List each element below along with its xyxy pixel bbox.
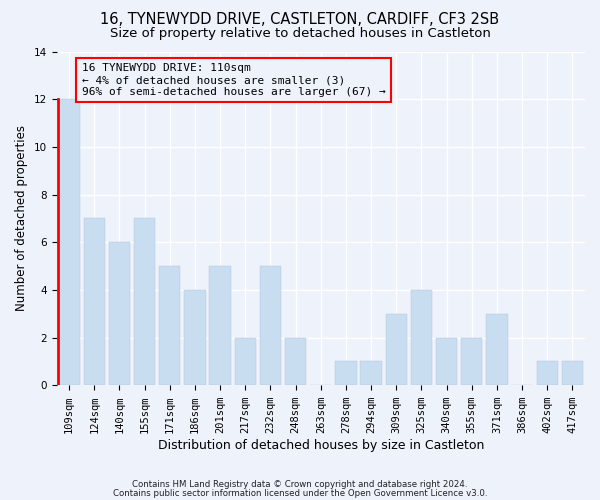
Y-axis label: Number of detached properties: Number of detached properties <box>15 126 28 312</box>
Bar <box>134 218 155 386</box>
Bar <box>260 266 281 386</box>
Bar <box>486 314 508 386</box>
Text: Contains HM Land Registry data © Crown copyright and database right 2024.: Contains HM Land Registry data © Crown c… <box>132 480 468 489</box>
Bar <box>361 362 382 386</box>
Bar <box>58 99 80 386</box>
X-axis label: Distribution of detached houses by size in Castleton: Distribution of detached houses by size … <box>158 440 484 452</box>
Text: 16 TYNEWYDD DRIVE: 110sqm
← 4% of detached houses are smaller (3)
96% of semi-de: 16 TYNEWYDD DRIVE: 110sqm ← 4% of detach… <box>82 64 385 96</box>
Bar <box>386 314 407 386</box>
Bar <box>159 266 181 386</box>
Bar <box>562 362 583 386</box>
Bar <box>83 218 105 386</box>
Bar <box>235 338 256 386</box>
Bar <box>436 338 457 386</box>
Bar <box>285 338 306 386</box>
Bar <box>411 290 432 386</box>
Text: Contains public sector information licensed under the Open Government Licence v3: Contains public sector information licen… <box>113 488 487 498</box>
Bar <box>209 266 231 386</box>
Text: 16, TYNEWYDD DRIVE, CASTLETON, CARDIFF, CF3 2SB: 16, TYNEWYDD DRIVE, CASTLETON, CARDIFF, … <box>100 12 500 28</box>
Text: Size of property relative to detached houses in Castleton: Size of property relative to detached ho… <box>110 28 490 40</box>
Bar <box>461 338 482 386</box>
Bar <box>335 362 356 386</box>
Bar <box>184 290 206 386</box>
Bar <box>536 362 558 386</box>
Bar <box>109 242 130 386</box>
